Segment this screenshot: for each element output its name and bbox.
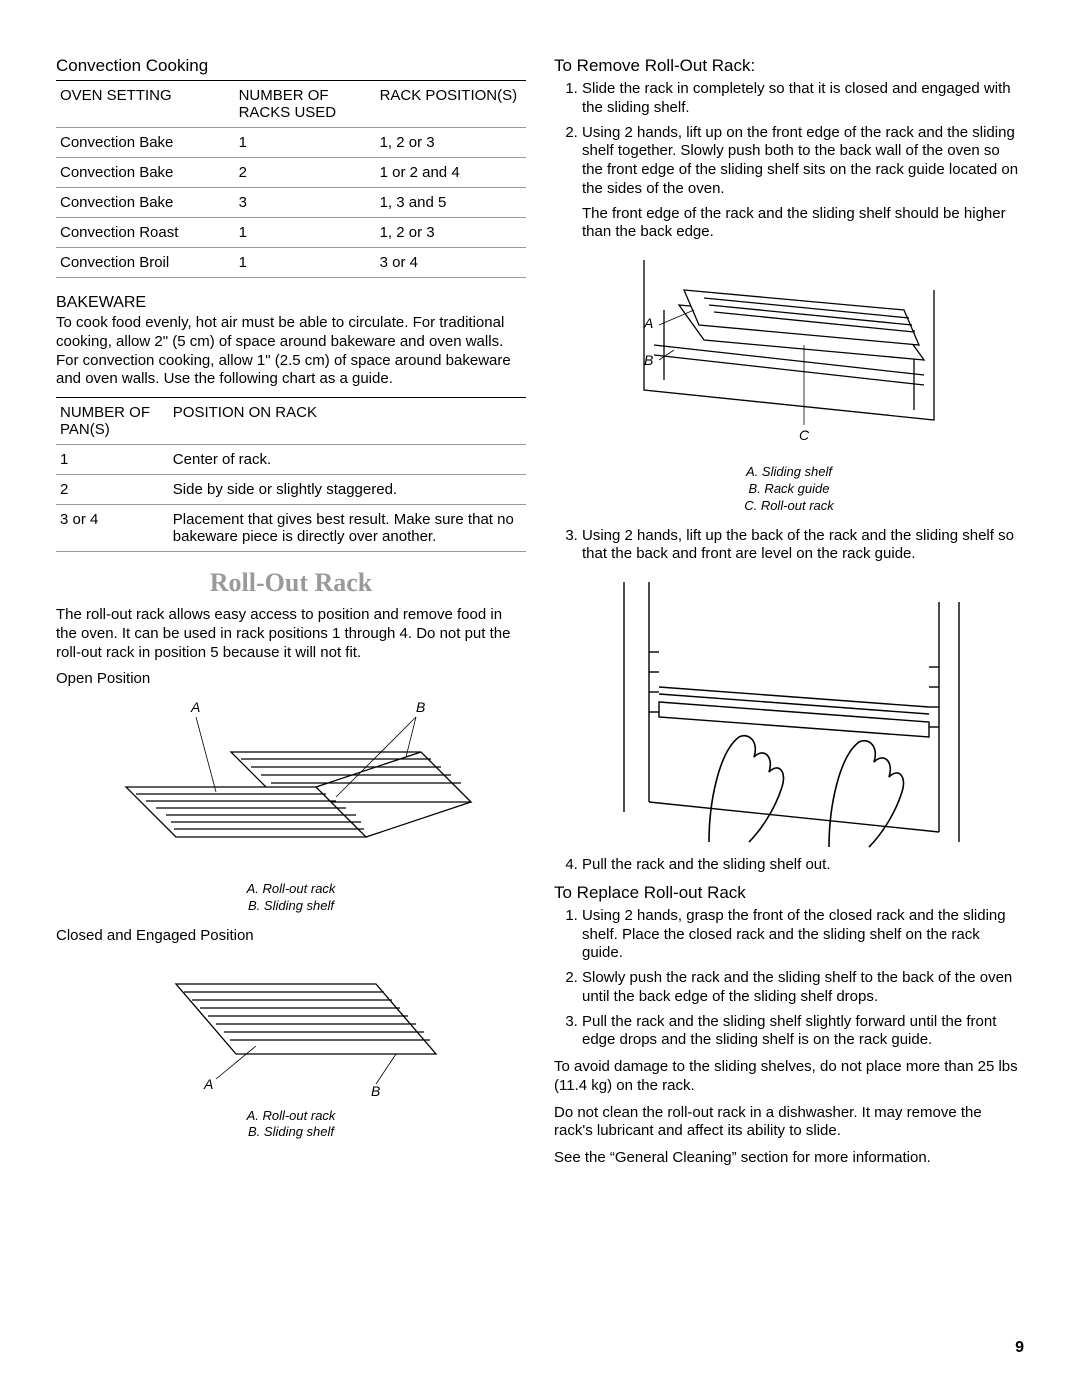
convection-table: OVEN SETTING NUMBER OF RACKS USED RACK P…	[56, 80, 526, 278]
table-row: 3 or 4Placement that gives best result. …	[56, 505, 526, 552]
table-row: 1Center of rack.	[56, 445, 526, 475]
fig3-caption: A. Sliding shelf B. Rack guide C. Roll-o…	[554, 464, 1024, 515]
two-column-layout: Convection Cooking OVEN SETTING NUMBER O…	[56, 56, 1024, 1357]
th-racks-used: NUMBER OF RACKS USED	[235, 81, 376, 128]
remove-step-1: Slide the rack in completely so that it …	[582, 80, 1024, 118]
right-column: To Remove Roll-Out Rack: Slide the rack …	[554, 56, 1024, 1357]
remove-steps-part3: Pull the rack and the sliding shelf out.	[554, 856, 1024, 875]
bakeware-table: NUMBER OF PAN(S) POSITION ON RACK 1Cente…	[56, 397, 526, 552]
open-rack-figure: A B	[106, 697, 476, 877]
open-position-label: Open Position	[56, 670, 526, 689]
page: Convection Cooking OVEN SETTING NUMBER O…	[0, 0, 1080, 1397]
replace-step-3: Pull the rack and the sliding shelf slig…	[582, 1013, 1024, 1051]
bakeware-heading: BAKEWARE	[56, 294, 526, 312]
table-row: 2Side by side or slightly staggered.	[56, 475, 526, 505]
fig1-label-a: A	[190, 699, 200, 715]
page-number: 9	[1015, 1339, 1024, 1357]
remove-step-2: Using 2 hands, lift up on the front edge…	[582, 124, 1024, 243]
th-rack-positions: RACK POSITION(S)	[376, 81, 526, 128]
th-position: POSITION ON RACK	[169, 398, 526, 445]
fig2-label-a: A	[203, 1076, 213, 1092]
bakeware-text: To cook food evenly, hot air must be abl…	[56, 314, 526, 389]
left-column: Convection Cooking OVEN SETTING NUMBER O…	[56, 56, 526, 1357]
table-row: Convection Broil13 or 4	[56, 248, 526, 278]
fig3-label-a: A	[643, 315, 653, 331]
replace-heading: To Replace Roll-out Rack	[554, 883, 1024, 903]
tail-para-3: See the “General Cleaning” section for m…	[554, 1149, 1024, 1168]
closed-rack-figure: A B	[126, 954, 456, 1104]
convection-heading: Convection Cooking	[56, 56, 526, 76]
table-row: Convection Bake31, 3 and 5	[56, 188, 526, 218]
fig2-caption: A. Roll-out rack B. Sliding shelf	[56, 1108, 526, 1142]
remove-heading: To Remove Roll-Out Rack:	[554, 56, 1024, 76]
lift-rack-figure: A B C	[604, 250, 974, 460]
th-oven-setting: OVEN SETTING	[56, 81, 235, 128]
table-row: Convection Bake21 or 2 and 4	[56, 158, 526, 188]
remove-steps-part2: Using 2 hands, lift up the back of the r…	[554, 527, 1024, 565]
tail-para-1: To avoid damage to the sliding shelves, …	[554, 1058, 1024, 1096]
remove-extra: The front edge of the rack and the slidi…	[582, 205, 1024, 243]
table-row: Convection Roast11, 2 or 3	[56, 218, 526, 248]
remove-step-3: Using 2 hands, lift up the back of the r…	[582, 527, 1024, 565]
rollout-intro: The roll-out rack allows easy access to …	[56, 606, 526, 662]
remove-steps-part1: Slide the rack in completely so that it …	[554, 80, 1024, 242]
remove-step-4: Pull the rack and the sliding shelf out.	[582, 856, 1024, 875]
tail-para-2: Do not clean the roll-out rack in a dish…	[554, 1104, 1024, 1142]
fig2-label-b: B	[371, 1083, 380, 1099]
table-row: Convection Bake11, 2 or 3	[56, 128, 526, 158]
fig3-label-c: C	[799, 427, 810, 443]
fig1-caption: A. Roll-out rack B. Sliding shelf	[56, 881, 526, 915]
th-pans: NUMBER OF PAN(S)	[56, 398, 169, 445]
rollout-rack-title: Roll-Out Rack	[56, 568, 526, 598]
fig1-label-b: B	[416, 699, 425, 715]
replace-step-2: Slowly push the rack and the sliding she…	[582, 969, 1024, 1007]
replace-steps: Using 2 hands, grasp the front of the cl…	[554, 907, 1024, 1050]
fig3-label-b: B	[644, 352, 653, 368]
pull-rack-figure	[599, 572, 979, 852]
replace-step-1: Using 2 hands, grasp the front of the cl…	[582, 907, 1024, 963]
closed-position-label: Closed and Engaged Position	[56, 927, 526, 946]
